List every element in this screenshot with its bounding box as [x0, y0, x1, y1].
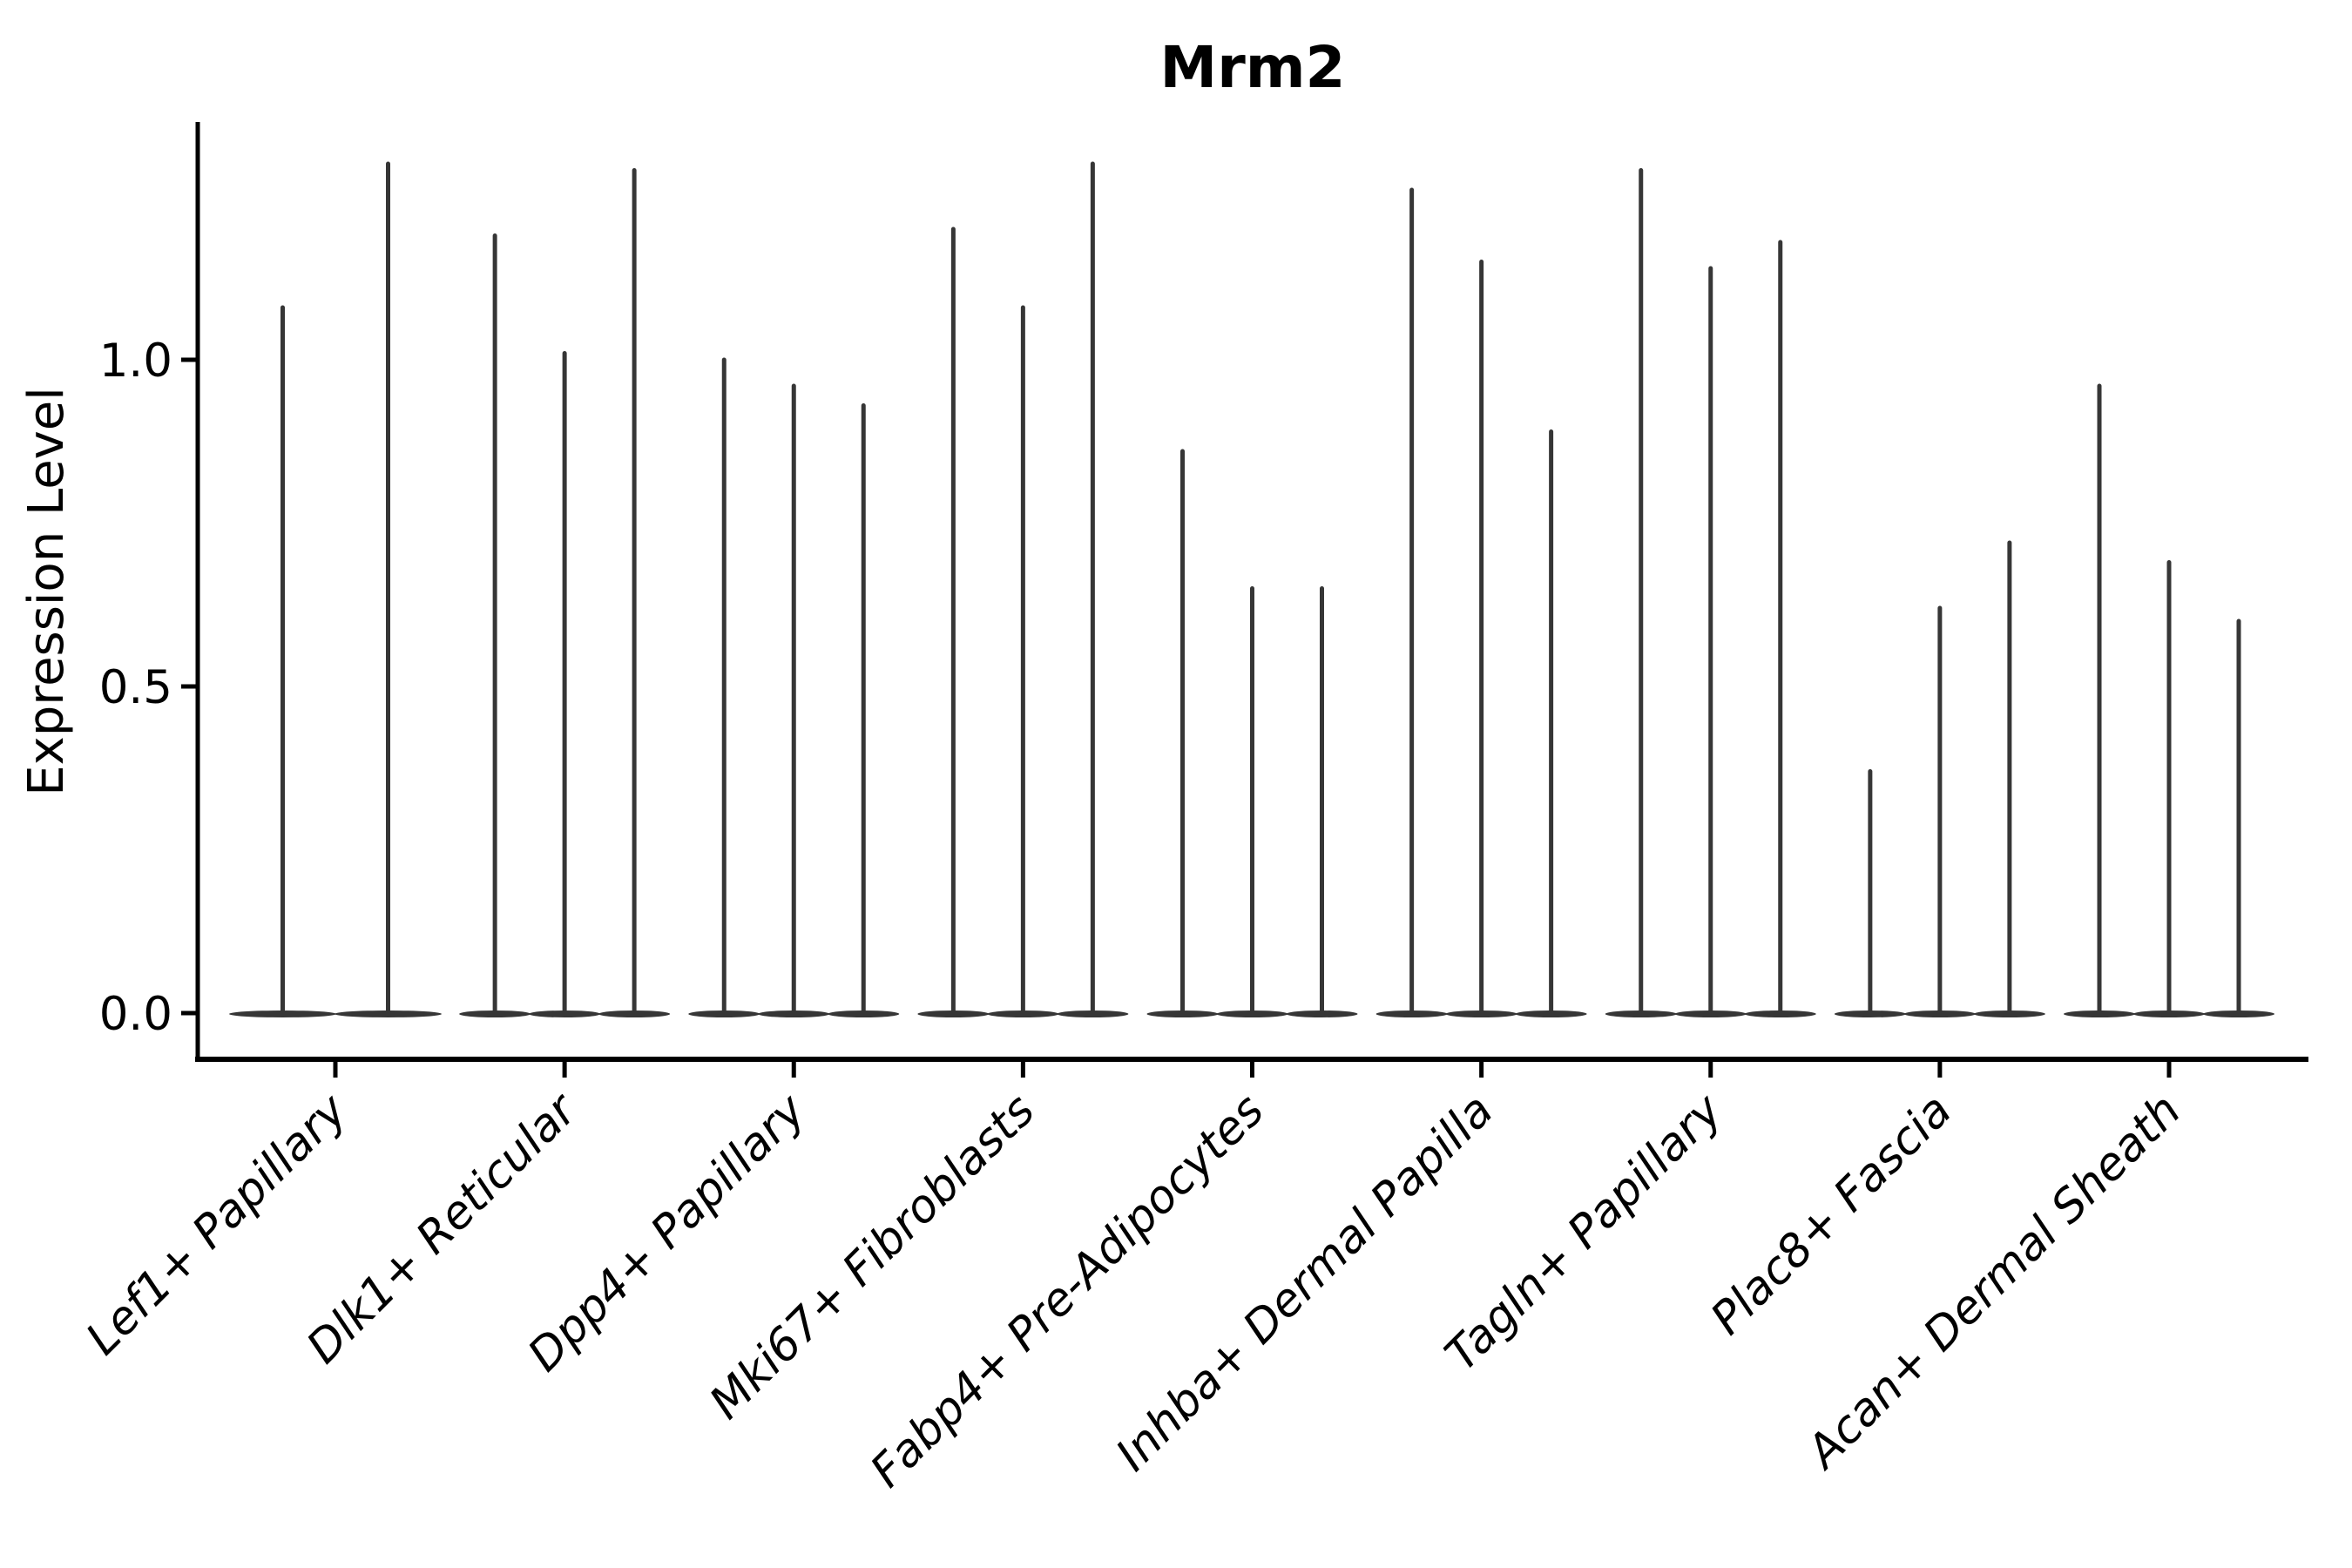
x-tick [1250, 1062, 1254, 1078]
y-axis-spine [195, 122, 200, 1062]
y-tick [181, 357, 196, 362]
x-tick [1937, 1062, 1943, 1078]
y-tick-label: 1.0 [99, 335, 172, 388]
violin-series-layer [229, 161, 2274, 1017]
x-tick [1020, 1062, 1025, 1078]
y-tick [181, 1010, 196, 1016]
y-tick [181, 684, 196, 689]
y-tick-label: 0.0 [99, 988, 172, 1041]
x-tick [1479, 1062, 1484, 1078]
x-tick [1708, 1062, 1713, 1078]
x-tick [333, 1062, 338, 1078]
x-tick [791, 1062, 796, 1078]
y-tick-label: 0.5 [99, 661, 172, 714]
chart-title: Mrm2 [1160, 34, 1346, 101]
x-tick-label: Acan+ Dermal Sheath [1795, 1085, 2191, 1480]
x-tick [562, 1062, 567, 1078]
x-tick [2166, 1062, 2172, 1078]
x-tick-label: Plac8+ Fascia [1701, 1085, 1962, 1345]
x-tick-label: Fabp4+ Pre-Adipocytes [861, 1085, 1274, 1498]
x-axis-spine [195, 1057, 2308, 1062]
y-axis-label: Expression Level [18, 387, 75, 796]
x-tick-label: Inhba+ Dermal Papilla [1106, 1085, 1504, 1482]
